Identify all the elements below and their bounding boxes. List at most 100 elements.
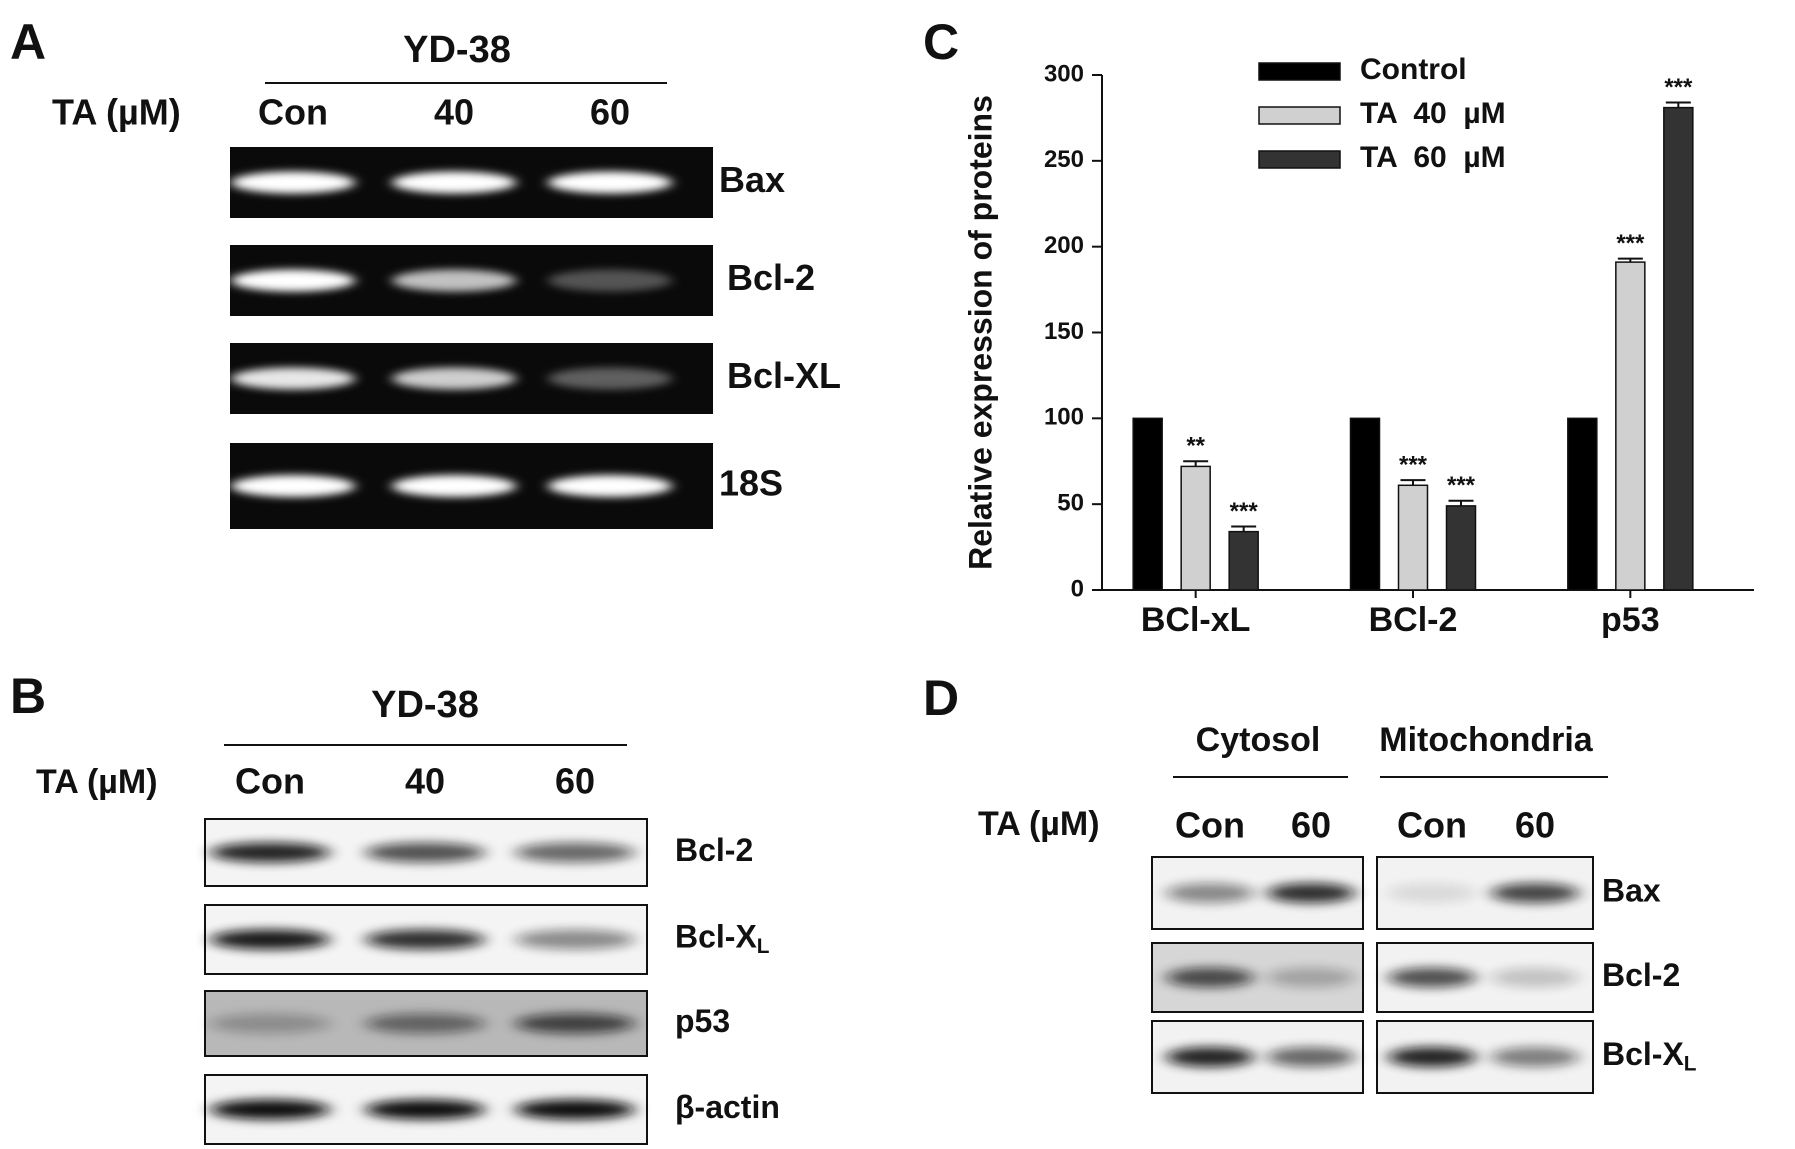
cell-line: YD-38	[403, 29, 511, 71]
row-label-main: Bcl-X	[1602, 1036, 1684, 1072]
bar	[1397, 484, 1429, 591]
band	[392, 171, 516, 194]
band	[365, 1099, 485, 1120]
error-bar	[1617, 257, 1643, 263]
row-label-subscript: L	[1684, 1052, 1697, 1075]
panel-letter: C	[923, 14, 959, 70]
band	[515, 1013, 635, 1034]
lane-label: 60	[555, 761, 595, 802]
lane-label: Con	[1175, 805, 1245, 846]
band	[231, 269, 355, 292]
band	[392, 475, 516, 497]
y-tick-label: 200	[1044, 232, 1084, 259]
y-tick-label: 50	[1057, 490, 1084, 517]
row-label: Bax	[719, 159, 785, 200]
fraction-label: Cytosol	[1196, 721, 1321, 759]
y-tick-label: 150	[1044, 318, 1084, 345]
panel-letter: A	[10, 14, 46, 70]
band	[1491, 883, 1579, 903]
band	[365, 1013, 485, 1034]
significance: ***	[1447, 472, 1476, 499]
treatment-label: TA (µM)	[978, 805, 1100, 843]
band	[515, 1099, 635, 1120]
y-tick-label: 100	[1044, 404, 1084, 431]
band	[1491, 1047, 1579, 1067]
bar	[1180, 465, 1211, 591]
significance: ***	[1664, 74, 1693, 101]
error-bar	[1231, 525, 1257, 532]
error-bar	[1665, 101, 1691, 108]
band	[231, 171, 355, 194]
legend-swatch	[1258, 62, 1341, 81]
row-label: Bcl-XL	[1602, 1036, 1697, 1074]
band	[515, 929, 635, 950]
row-label: Bcl-2	[727, 257, 815, 298]
treatment-label: TA (µM)	[36, 763, 158, 801]
band	[1166, 1047, 1254, 1067]
lane-label: Con	[235, 761, 305, 802]
lane-label: 40	[434, 92, 474, 133]
lane-label: 40	[405, 761, 445, 802]
x-tick-label: BCl-xL	[1141, 601, 1251, 639]
legend-swatch	[1258, 150, 1341, 169]
x-tick-label: BCl-2	[1369, 601, 1458, 639]
error-bar	[1400, 479, 1426, 486]
bar	[1349, 417, 1381, 591]
significance: **	[1186, 433, 1205, 460]
row-label: 18S	[719, 463, 783, 504]
band	[231, 367, 355, 390]
legend-label: TA 60 µM	[1360, 141, 1506, 174]
band	[1267, 1047, 1355, 1067]
band	[1388, 1047, 1476, 1067]
y-tick-label: 0	[1071, 575, 1084, 602]
significance: ***	[1230, 498, 1259, 525]
band	[548, 367, 672, 390]
x-tick-label: p53	[1601, 601, 1660, 639]
band	[1166, 967, 1254, 988]
legend-label: TA 40 µM	[1360, 97, 1506, 130]
bar	[1132, 417, 1163, 591]
lane-label: Con	[258, 92, 328, 133]
band	[1166, 883, 1254, 903]
fraction-label: Mitochondria	[1379, 721, 1594, 759]
row-label: Bcl-2	[675, 832, 753, 868]
bar	[1445, 505, 1477, 591]
row-label: p53	[675, 1003, 730, 1039]
band	[1267, 883, 1355, 903]
band	[210, 1013, 330, 1034]
band	[548, 475, 672, 497]
bar	[1663, 106, 1694, 591]
bar	[1228, 530, 1259, 591]
y-tick-label: 300	[1044, 60, 1084, 87]
significance: ***	[1616, 230, 1645, 257]
band	[210, 929, 330, 950]
band	[1491, 967, 1579, 988]
row-label: Bax	[1602, 872, 1661, 908]
lane-label: 60	[1515, 805, 1555, 846]
error-bar	[1183, 460, 1209, 467]
band	[1388, 967, 1476, 988]
y-axis-label: Relative expression of proteins	[962, 95, 998, 570]
band	[392, 367, 516, 390]
band	[365, 929, 485, 950]
band	[548, 171, 672, 194]
treatment-label: TA (µM)	[52, 92, 181, 133]
lane-label: 60	[1291, 805, 1331, 846]
bar	[1615, 261, 1646, 591]
row-label-subscript: L	[757, 934, 770, 957]
band	[1267, 967, 1355, 988]
row-label: Bcl-2	[1602, 957, 1680, 993]
band	[231, 475, 355, 497]
legend-swatch	[1258, 106, 1341, 125]
row-label-main: Bcl-X	[675, 919, 757, 955]
cell-line: YD-38	[371, 684, 479, 726]
row-label: β-actin	[675, 1089, 780, 1125]
lane-label: Con	[1397, 805, 1467, 846]
panel-letter: B	[10, 668, 46, 724]
panel-letter: D	[923, 670, 959, 726]
band	[210, 842, 330, 863]
row-label: Bcl-XL	[675, 919, 770, 957]
band	[392, 269, 516, 292]
significance: ***	[1399, 451, 1428, 478]
